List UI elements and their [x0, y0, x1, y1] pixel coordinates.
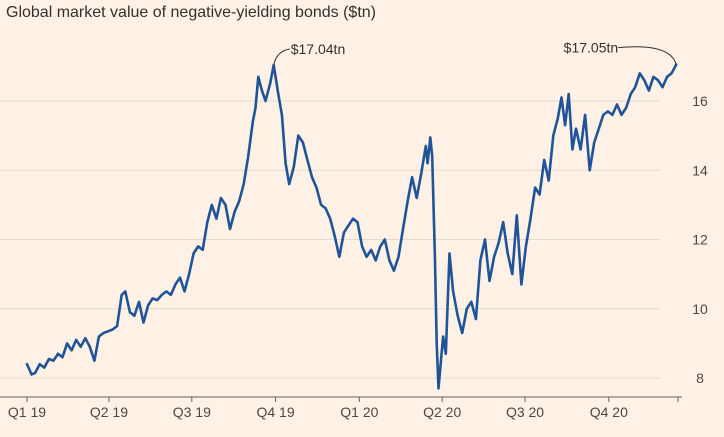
x-tick-label: Q1 20	[340, 404, 378, 420]
annotation-label: $17.04tn	[291, 41, 346, 57]
annotation-label: $17.05tn	[564, 40, 619, 56]
annotation-connector	[618, 46, 677, 65]
y-tick-label: 14	[692, 162, 708, 178]
chart-title: Global market value of negative-yielding…	[6, 4, 376, 21]
series-line	[25, 63, 678, 390]
y-tick-label: 8	[696, 370, 704, 386]
x-tick-label: Q4 19	[256, 404, 294, 420]
x-tick-label: Q2 19	[90, 404, 128, 420]
x-tick-label: Q1 19	[8, 404, 46, 420]
y-tick-label: 16	[692, 93, 708, 109]
x-tick-label: Q4 20	[590, 404, 628, 420]
y-tick-label: 10	[692, 301, 708, 317]
x-tick-label: Q2 20	[423, 404, 461, 420]
y-tick-label: 12	[692, 232, 708, 248]
x-tick-label: Q3 19	[173, 404, 211, 420]
x-tick-label: Q3 20	[506, 404, 544, 420]
annotation-connector	[273, 48, 290, 66]
